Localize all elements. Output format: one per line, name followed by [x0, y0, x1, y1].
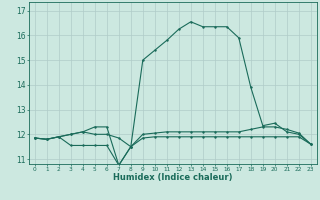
X-axis label: Humidex (Indice chaleur): Humidex (Indice chaleur): [113, 173, 233, 182]
